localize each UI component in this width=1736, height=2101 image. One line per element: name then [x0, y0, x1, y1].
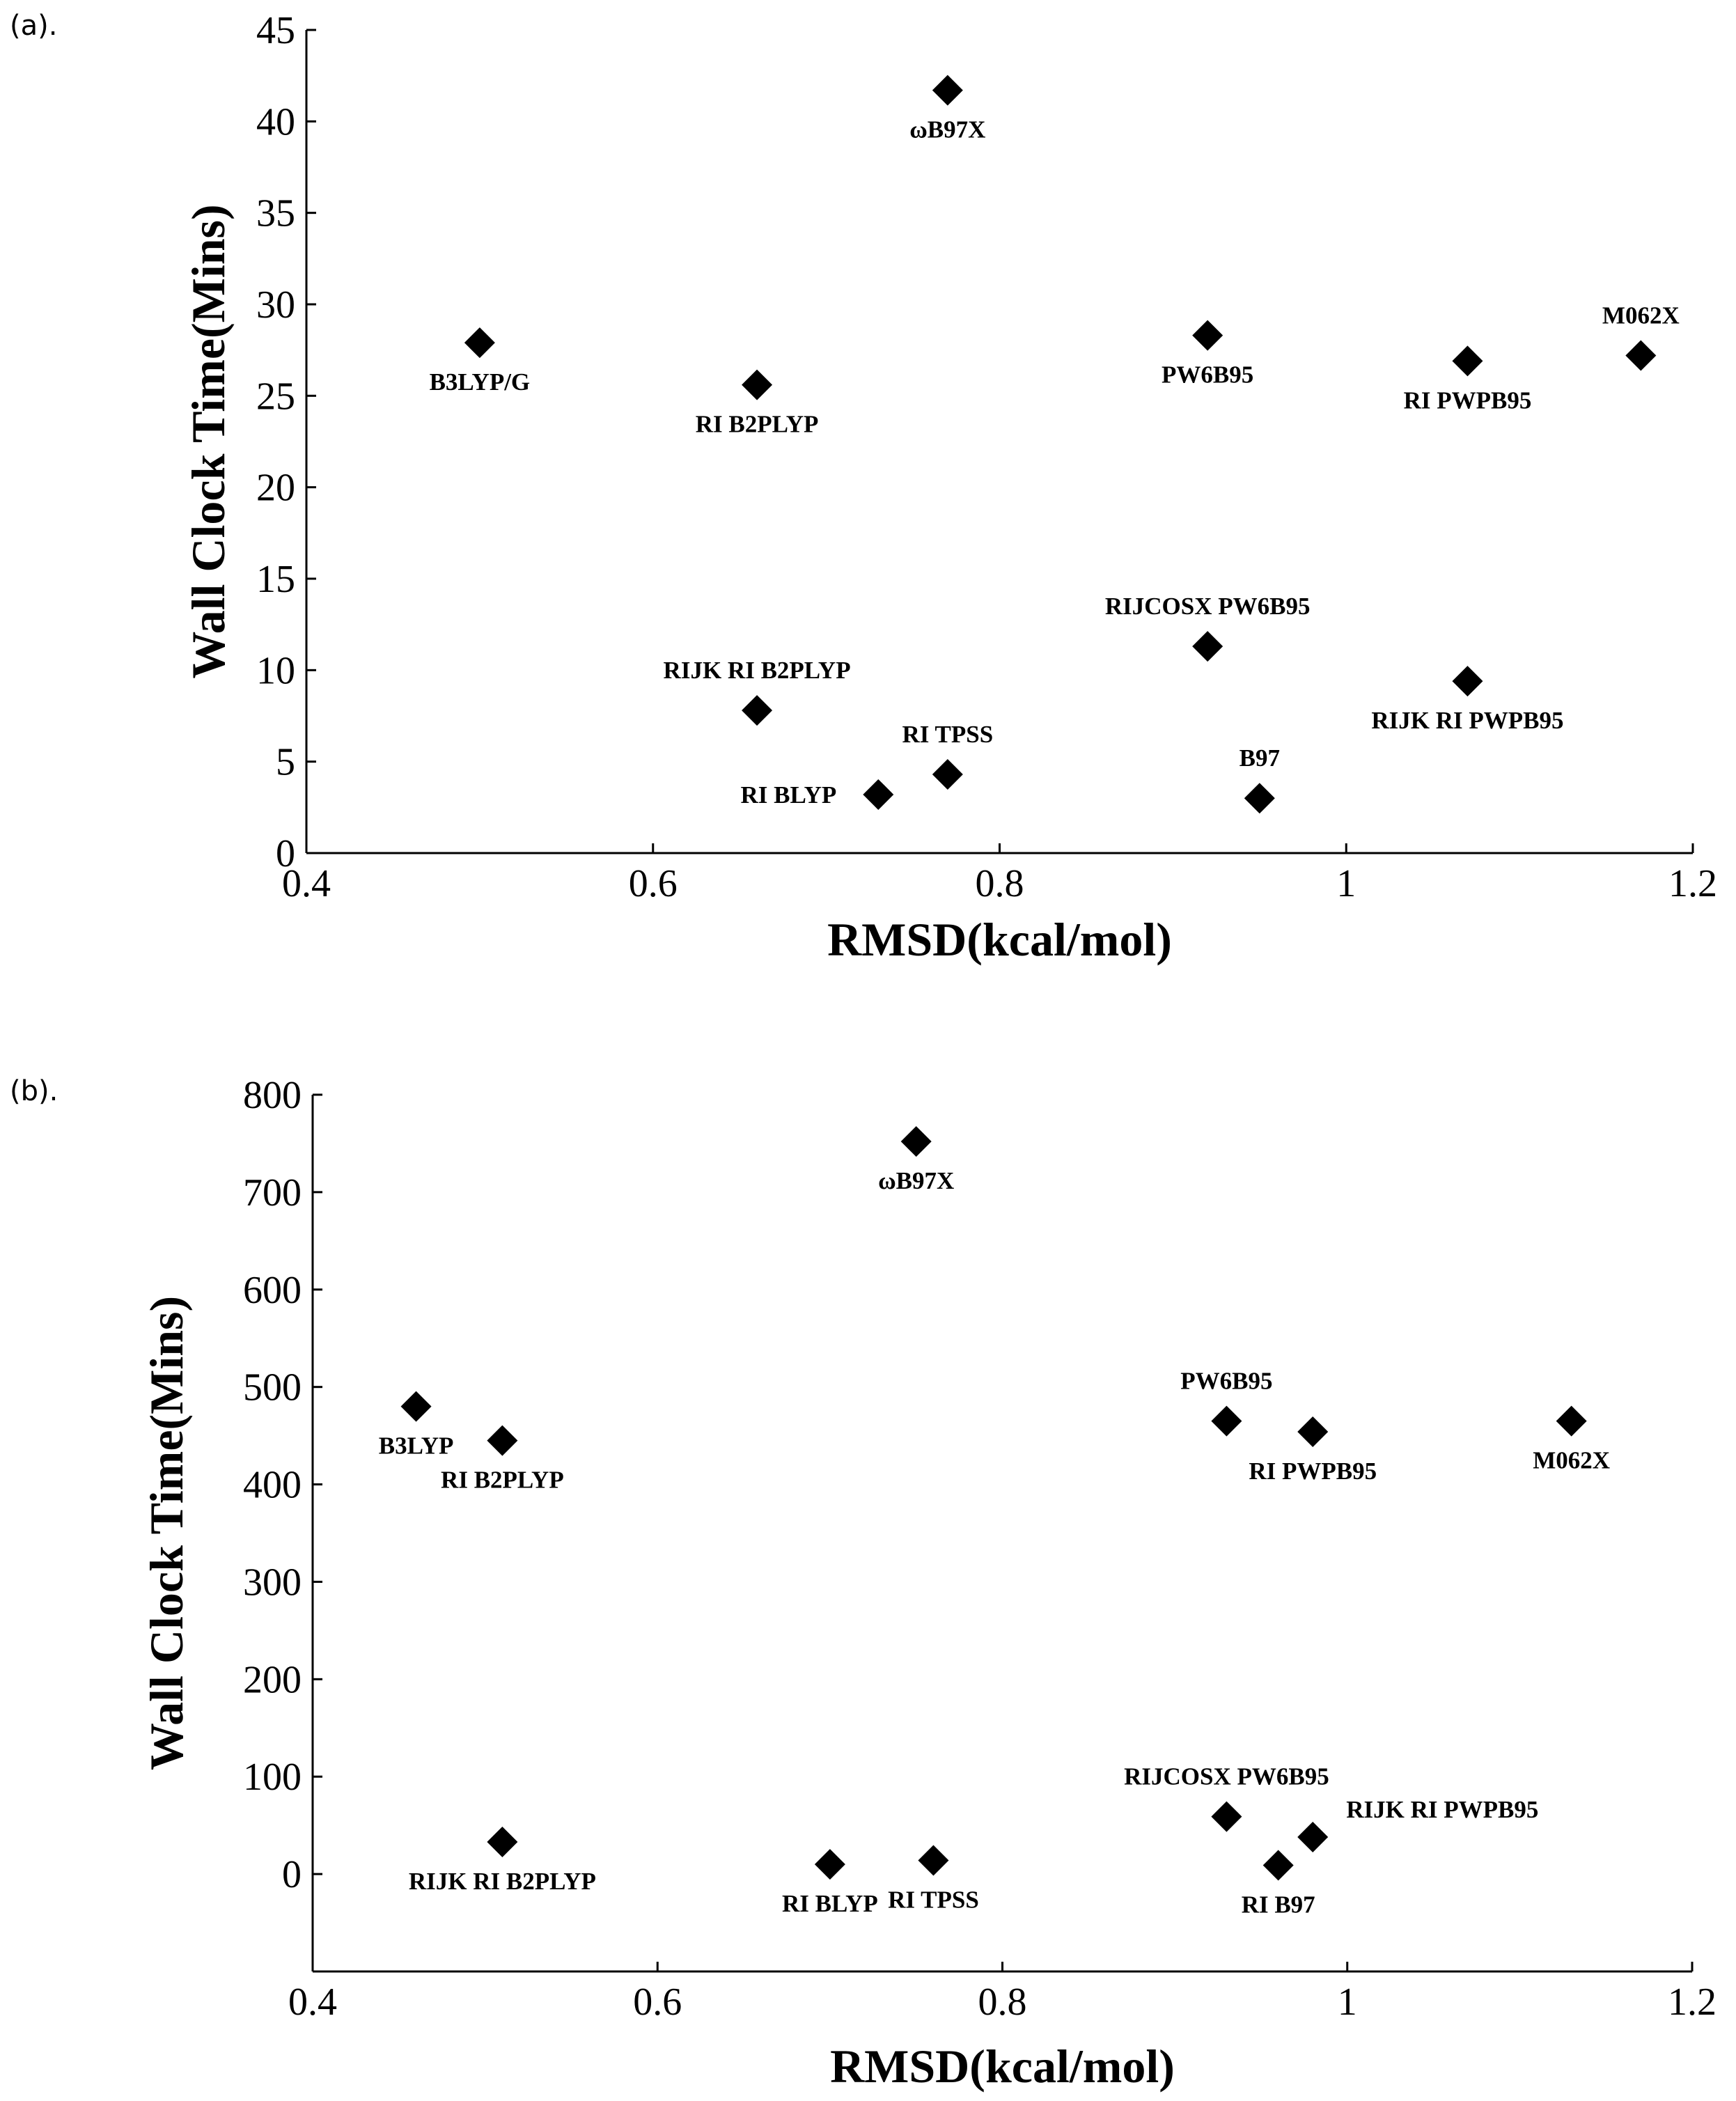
data-point-label: RI B97 [1242, 1891, 1315, 1919]
data-point-label: RI PWPB95 [1404, 386, 1532, 414]
data-point-label: RI B2PLYP [441, 1467, 564, 1494]
data-point-marker [487, 1425, 518, 1456]
panel-label: (b). [10, 1075, 58, 1107]
data-point-marker [1262, 1850, 1294, 1881]
y-tick-label: 20 [256, 467, 295, 510]
y-axis-title: Wall Clock Time(Mins) [140, 1296, 193, 1770]
y-tick-label: 15 [256, 558, 295, 601]
data-point-label: RIJK RI B2PLYP [409, 1868, 596, 1895]
data-point-marker [1556, 1405, 1587, 1437]
y-tick-label: 100 [243, 1756, 302, 1799]
chart-panel-b: (b). 0.4 0.6 0.8 1 1.2 0 100 200 300 400 500 600 70… [10, 1074, 1717, 2093]
data-point-label: RIJK RI PWPB95 [1346, 1796, 1538, 1823]
y-tick-label: 0 [276, 832, 295, 875]
y-tick-label: 35 [256, 192, 295, 235]
data-point-marker [464, 327, 495, 359]
y-tick-label: 30 [256, 283, 295, 327]
data-point-label: PW6B95 [1162, 361, 1253, 389]
y-tick-label: 45 [256, 9, 295, 52]
y-tick-label: 600 [243, 1269, 302, 1312]
data-point-label: M062X [1533, 1447, 1610, 1474]
data-point-marker [863, 779, 894, 810]
y-tick-label: 0 [282, 1853, 302, 1896]
data-point-marker [1297, 1416, 1329, 1448]
y-tick-label: 300 [243, 1561, 302, 1604]
y-tick-label: 5 [276, 741, 295, 784]
x-axis-title: RMSD(kcal/mol) [830, 2040, 1175, 2093]
data-point-label: ωB97X [878, 1167, 954, 1194]
data-point-marker [1297, 1821, 1329, 1852]
y-tick-label: 10 [256, 649, 295, 692]
data-point-marker [1211, 1405, 1242, 1437]
data-point-label: RI TPSS [902, 721, 994, 748]
data-point-marker [1244, 783, 1275, 814]
data-point-marker [1625, 340, 1657, 371]
data-point-label: PW6B95 [1180, 1368, 1272, 1395]
data-points: ωB97X B3LYP RI B2PLYP PW6B95 RI PWPB95 M062X R… [379, 1126, 1610, 1919]
panel-label: (a). [10, 10, 57, 42]
data-points: ωB97X B3LYP/G RI B2PLYP PW6B95 RI PWPB95 M062… [430, 75, 1680, 814]
data-point-marker [1452, 345, 1483, 377]
data-point-marker [1211, 1801, 1242, 1832]
data-point-label: RIJK RI B2PLYP [664, 657, 851, 684]
x-tick-labels: 0.4 0.6 0.8 1 1.2 [282, 862, 1717, 905]
y-tick-label: 700 [243, 1171, 302, 1214]
data-point-marker [900, 1126, 932, 1157]
x-tick-label: 0.8 [976, 862, 1024, 905]
y-tick-label: 40 [256, 100, 295, 143]
y-axis-title: Wall Clock Time(Mins) [182, 204, 235, 678]
data-point-marker [400, 1391, 432, 1422]
data-point-marker [1192, 631, 1223, 662]
x-tick-label: 1.2 [1668, 862, 1717, 905]
data-point-label: RI BLYP [741, 781, 837, 809]
data-point-marker [742, 369, 773, 400]
data-point-label: RIJCOSX PW6B95 [1124, 1763, 1329, 1790]
data-point-marker [1192, 320, 1223, 351]
x-tick-label: 1 [1336, 862, 1356, 905]
x-tick-label: 0.4 [288, 1981, 337, 2024]
x-tick-label: 1.2 [1668, 1981, 1717, 2024]
data-point-label: RI BLYP [782, 1890, 878, 1917]
x-tick-label: 0.6 [633, 1981, 682, 2024]
data-point-label: RIJCOSX PW6B95 [1105, 593, 1311, 620]
data-point-marker [918, 1845, 949, 1876]
y-tick-labels: 0 100 200 300 400 500 600 700 800 [243, 1074, 302, 1896]
data-point-marker [742, 695, 773, 726]
data-point-label: RI PWPB95 [1249, 1458, 1377, 1485]
data-point-label: ωB97X [909, 116, 985, 143]
x-axis-title: RMSD(kcal/mol) [827, 913, 1172, 966]
data-point-label: RIJK RI PWPB95 [1371, 707, 1563, 734]
data-point-label: M062X [1602, 302, 1680, 329]
axes [305, 29, 1694, 854]
data-point-label: B97 [1240, 744, 1280, 772]
y-tick-label: 200 [243, 1658, 302, 1701]
chart-panel-a: (a). 0.4 0.6 0.8 1 1.2 0 5 10 15 20 25 30 35 40 45 RM… [10, 9, 1717, 966]
axes [311, 1093, 1694, 1973]
data-point-marker [814, 1849, 845, 1880]
y-tick-label: 400 [243, 1464, 302, 1507]
x-tick-labels: 0.4 0.6 0.8 1 1.2 [288, 1981, 1717, 2024]
x-tick-label: 0.8 [978, 1981, 1027, 2024]
data-point-marker [932, 759, 963, 790]
x-tick-label: 0.6 [629, 862, 678, 905]
data-point-label: B3LYP/G [430, 368, 531, 396]
y-tick-label: 500 [243, 1366, 302, 1409]
x-tick-label: 0.4 [282, 862, 331, 905]
y-tick-label: 25 [256, 375, 295, 418]
data-point-marker [932, 75, 963, 106]
y-tick-labels: 0 5 10 15 20 25 30 35 40 45 [256, 9, 295, 875]
x-tick-label: 1 [1338, 1981, 1357, 2024]
y-tick-label: 800 [243, 1074, 302, 1117]
data-point-label: RI B2PLYP [696, 411, 819, 438]
data-point-marker [487, 1826, 518, 1857]
data-point-label: RI TPSS [888, 1887, 979, 1914]
data-point-label: B3LYP [379, 1432, 454, 1460]
data-point-marker [1452, 666, 1483, 697]
